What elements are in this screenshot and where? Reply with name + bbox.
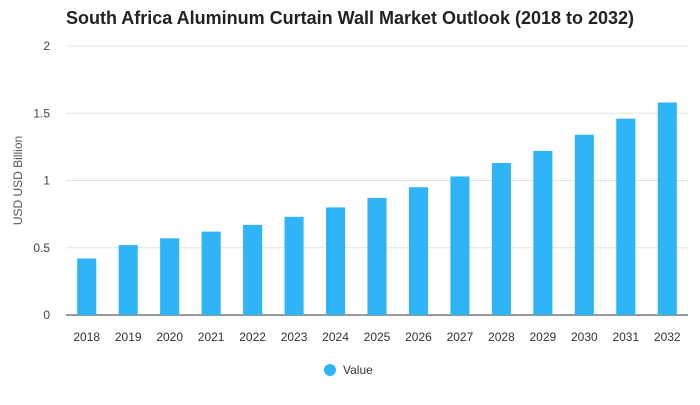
bar-2020[interactable] xyxy=(160,238,180,315)
x-tick-label: 2020 xyxy=(156,330,183,344)
x-tick-label: 2023 xyxy=(281,330,308,344)
bar-2022[interactable] xyxy=(243,224,263,315)
bar-2019[interactable] xyxy=(118,245,138,315)
y-tick-label: 0 xyxy=(43,308,50,322)
legend-label-value[interactable]: Value xyxy=(343,363,373,377)
bar-2025[interactable] xyxy=(367,197,387,315)
x-tick-label: 2025 xyxy=(364,330,391,344)
bar-2024[interactable] xyxy=(325,207,346,315)
chart-title: South Africa Aluminum Curtain Wall Marke… xyxy=(65,8,635,28)
bar-2031[interactable] xyxy=(616,118,636,315)
y-axis-label: USD USD Billion xyxy=(11,136,25,225)
bar-2018[interactable] xyxy=(77,258,97,315)
x-tick-label: 2029 xyxy=(530,330,557,344)
x-tick-label: 2027 xyxy=(447,330,474,344)
x-tick-label: 2018 xyxy=(73,330,100,344)
bar-2028[interactable] xyxy=(491,163,511,315)
legend-marker-value[interactable] xyxy=(324,364,336,376)
bar-2027[interactable] xyxy=(450,176,470,315)
y-tick-label: 1 xyxy=(43,174,50,188)
bar-2021[interactable] xyxy=(201,231,221,315)
bar-2023[interactable] xyxy=(284,216,304,315)
bar-2032[interactable] xyxy=(657,102,677,316)
y-tick-label: 0.5 xyxy=(33,241,50,255)
x-tick-label: 2024 xyxy=(322,330,349,344)
x-tick-label: 2031 xyxy=(612,330,639,344)
x-tick-label: 2022 xyxy=(239,330,266,344)
bar-2026[interactable] xyxy=(408,187,429,315)
y-tick-label: 1.5 xyxy=(33,106,50,120)
x-tick-label: 2021 xyxy=(198,330,225,344)
x-tick-label: 2030 xyxy=(571,330,598,344)
y-tick-label: 2 xyxy=(43,39,50,53)
x-tick-label: 2028 xyxy=(488,330,515,344)
bar-2030[interactable] xyxy=(574,134,594,315)
x-tick-label: 2032 xyxy=(654,330,681,344)
x-tick-label: 2019 xyxy=(115,330,142,344)
x-tick-label: 2026 xyxy=(405,330,432,344)
bar-2029[interactable] xyxy=(533,150,553,315)
